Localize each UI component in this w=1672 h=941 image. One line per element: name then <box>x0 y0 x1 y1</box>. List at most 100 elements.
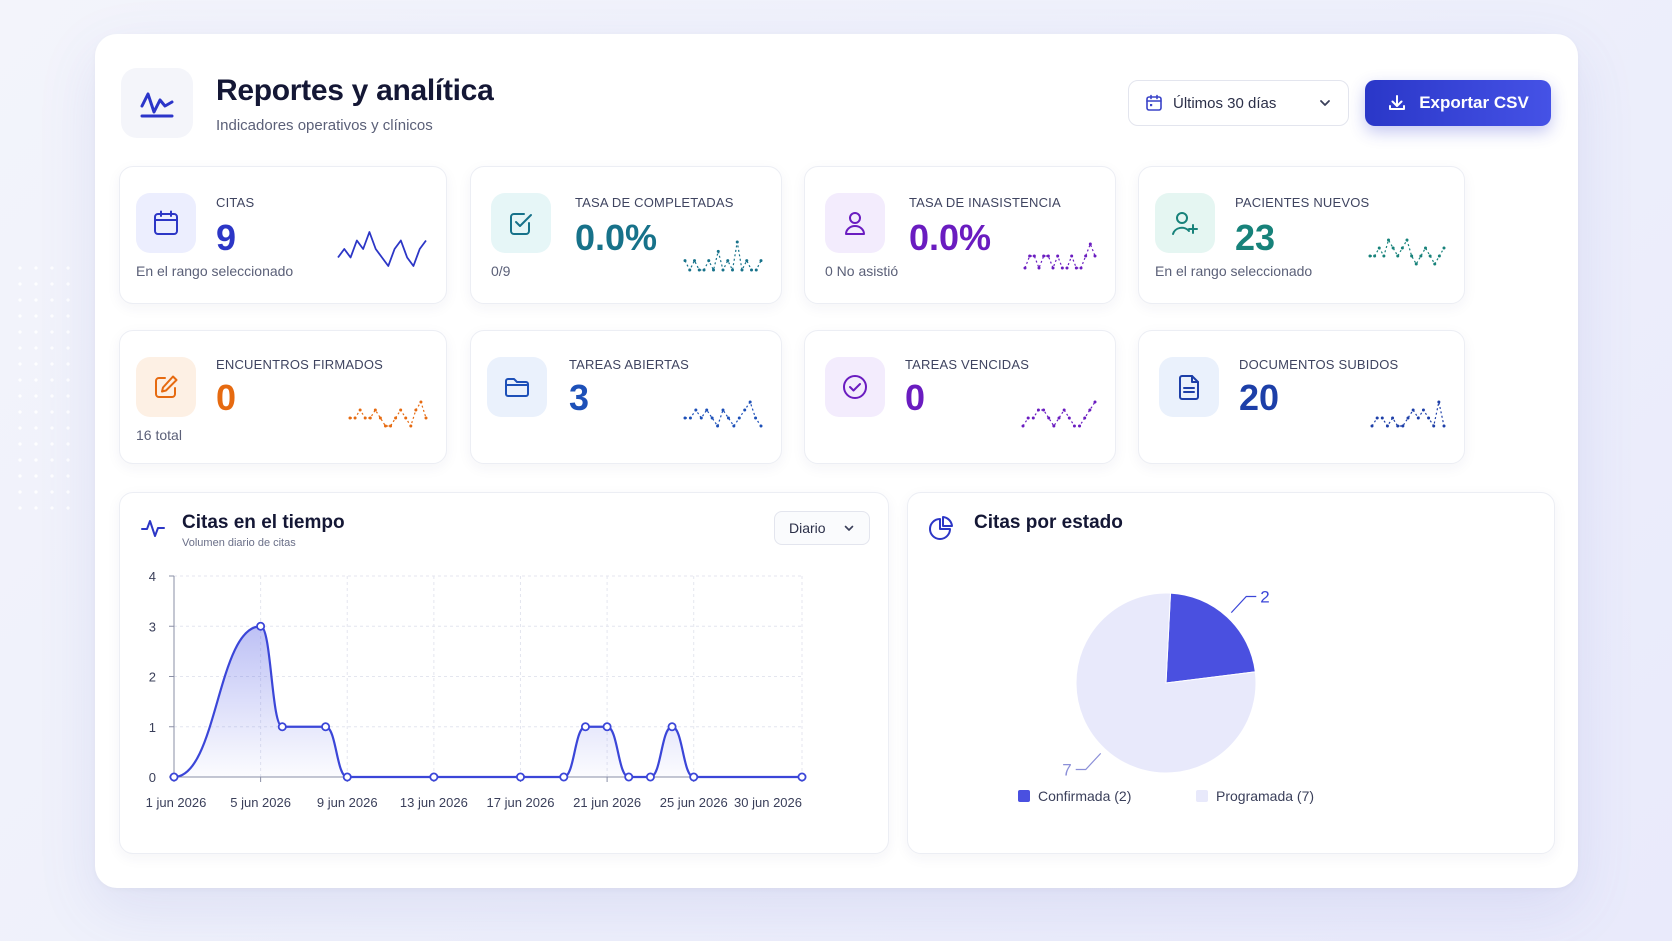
download-icon <box>1389 95 1406 110</box>
sparkline-point <box>1056 254 1060 258</box>
y-tick-label: 2 <box>149 670 156 685</box>
activity-icon <box>140 92 174 118</box>
sparkline <box>1023 242 1097 270</box>
data-point[interactable] <box>256 621 266 631</box>
sparkline-point <box>737 416 741 420</box>
sparkline-point <box>732 424 736 428</box>
sparkline-point <box>1410 254 1414 258</box>
check-square-icon <box>510 213 532 235</box>
sparkline-point <box>697 268 701 272</box>
pie-slice-confirmada[interactable] <box>1165 592 1256 684</box>
sparkline-point <box>1057 416 1061 420</box>
sparkline-point <box>1421 408 1425 412</box>
sparkline-point <box>1432 424 1436 428</box>
stat-card-tasa-completadas: TASA DE COMPLETADAS 0.0% 0/9 <box>470 166 782 304</box>
sparkline-point <box>1416 416 1420 420</box>
sparkline-point <box>712 268 715 272</box>
slice-label: 7 <box>1062 760 1071 779</box>
chevron-down-icon <box>1320 100 1330 106</box>
stat-label: TAREAS ABIERTAS <box>569 357 690 372</box>
data-point[interactable] <box>602 722 612 732</box>
data-point[interactable] <box>429 772 439 782</box>
granularity-select[interactable]: Diario <box>774 511 870 545</box>
sparkline-point <box>1036 408 1040 412</box>
sparkline-point <box>731 268 734 272</box>
sparkline-point <box>353 416 357 420</box>
stat-value: 0 <box>216 377 237 418</box>
data-point[interactable] <box>667 722 677 732</box>
sparkline-point <box>1442 424 1446 428</box>
sparkline-point <box>1078 424 1082 428</box>
y-tick-label: 0 <box>149 770 156 785</box>
sparkline-point <box>750 268 753 272</box>
sparkline-point <box>759 259 763 263</box>
sparkline-point <box>1419 254 1423 258</box>
sparkline-point <box>1074 266 1078 270</box>
data-point[interactable] <box>342 772 352 782</box>
sparkline-point <box>707 259 711 263</box>
sparkline-point <box>1047 416 1051 420</box>
stat-card-citas: CITAS 9 En el rango seleccionado <box>119 166 447 304</box>
data-point[interactable] <box>321 722 331 732</box>
date-range-label: Últimos 30 días <box>1173 94 1277 112</box>
sparkline-point <box>409 424 413 428</box>
data-point[interactable] <box>580 722 590 732</box>
legend-item-confirmada: Confirmada (2) <box>1018 788 1131 804</box>
data-point[interactable] <box>624 772 634 782</box>
sparkline-point <box>1391 416 1395 420</box>
data-point[interactable] <box>689 772 699 782</box>
stat-value: 0 <box>905 377 926 418</box>
y-tick-label: 3 <box>149 619 156 634</box>
data-point[interactable] <box>645 772 655 782</box>
sparkline-point <box>1088 408 1092 412</box>
sparkline-point <box>721 268 725 272</box>
data-point[interactable] <box>277 722 287 732</box>
sparkline-point <box>705 408 709 412</box>
data-point[interactable] <box>515 772 525 782</box>
sparkline-point <box>363 416 367 420</box>
sparkline-point <box>1093 400 1097 404</box>
sparkline-point <box>1083 416 1087 420</box>
pie-slice-programada[interactable] <box>1075 592 1257 774</box>
data-point[interactable] <box>169 772 179 782</box>
reports-panel: Reportes y analítica Indicadores operati… <box>95 34 1578 888</box>
sparkline-point <box>368 416 372 420</box>
data-point[interactable] <box>559 772 569 782</box>
stat-icon-box <box>825 193 885 253</box>
sparkline-point <box>1427 416 1431 420</box>
sparkline-path <box>1371 401 1445 427</box>
sparkline-point <box>1060 266 1064 270</box>
sparkline <box>1021 400 1097 428</box>
sparkline-point <box>394 416 398 420</box>
stat-value: 3 <box>569 377 590 418</box>
sparkline-point <box>754 268 758 272</box>
x-tick-label: 17 jun 2026 <box>487 795 555 810</box>
date-range-select[interactable]: Últimos 30 días <box>1128 80 1349 126</box>
slice-leader-line <box>1075 752 1102 771</box>
sparkline-point <box>358 408 362 412</box>
stat-icon-box <box>136 193 196 253</box>
sparkline-point <box>759 424 763 428</box>
sparkline-point <box>399 408 403 412</box>
sparkline-point <box>1401 424 1405 428</box>
stat-value: 0.0% <box>575 217 658 258</box>
data-point[interactable] <box>797 772 807 782</box>
area-fill <box>174 626 802 777</box>
sparkline-point <box>1396 424 1400 428</box>
sparkline-path <box>684 241 762 271</box>
sparkline-point <box>1052 424 1056 428</box>
sparkline-point <box>1023 266 1027 270</box>
stat-value: 23 <box>1235 217 1276 258</box>
sparkline-point <box>1370 424 1374 428</box>
sparkline-point <box>1042 254 1046 258</box>
sparkline-point <box>1093 254 1097 258</box>
export-csv-button[interactable]: Exportar CSV <box>1365 80 1551 126</box>
stat-value: 20 <box>1239 377 1280 418</box>
chart-title: Citas en el tiempo <box>182 512 345 533</box>
sparkline-point <box>745 259 749 263</box>
stat-icon-box <box>825 357 885 417</box>
sparkline-point <box>1079 266 1083 270</box>
user-icon <box>845 212 865 235</box>
sparkline-point <box>1428 254 1432 258</box>
